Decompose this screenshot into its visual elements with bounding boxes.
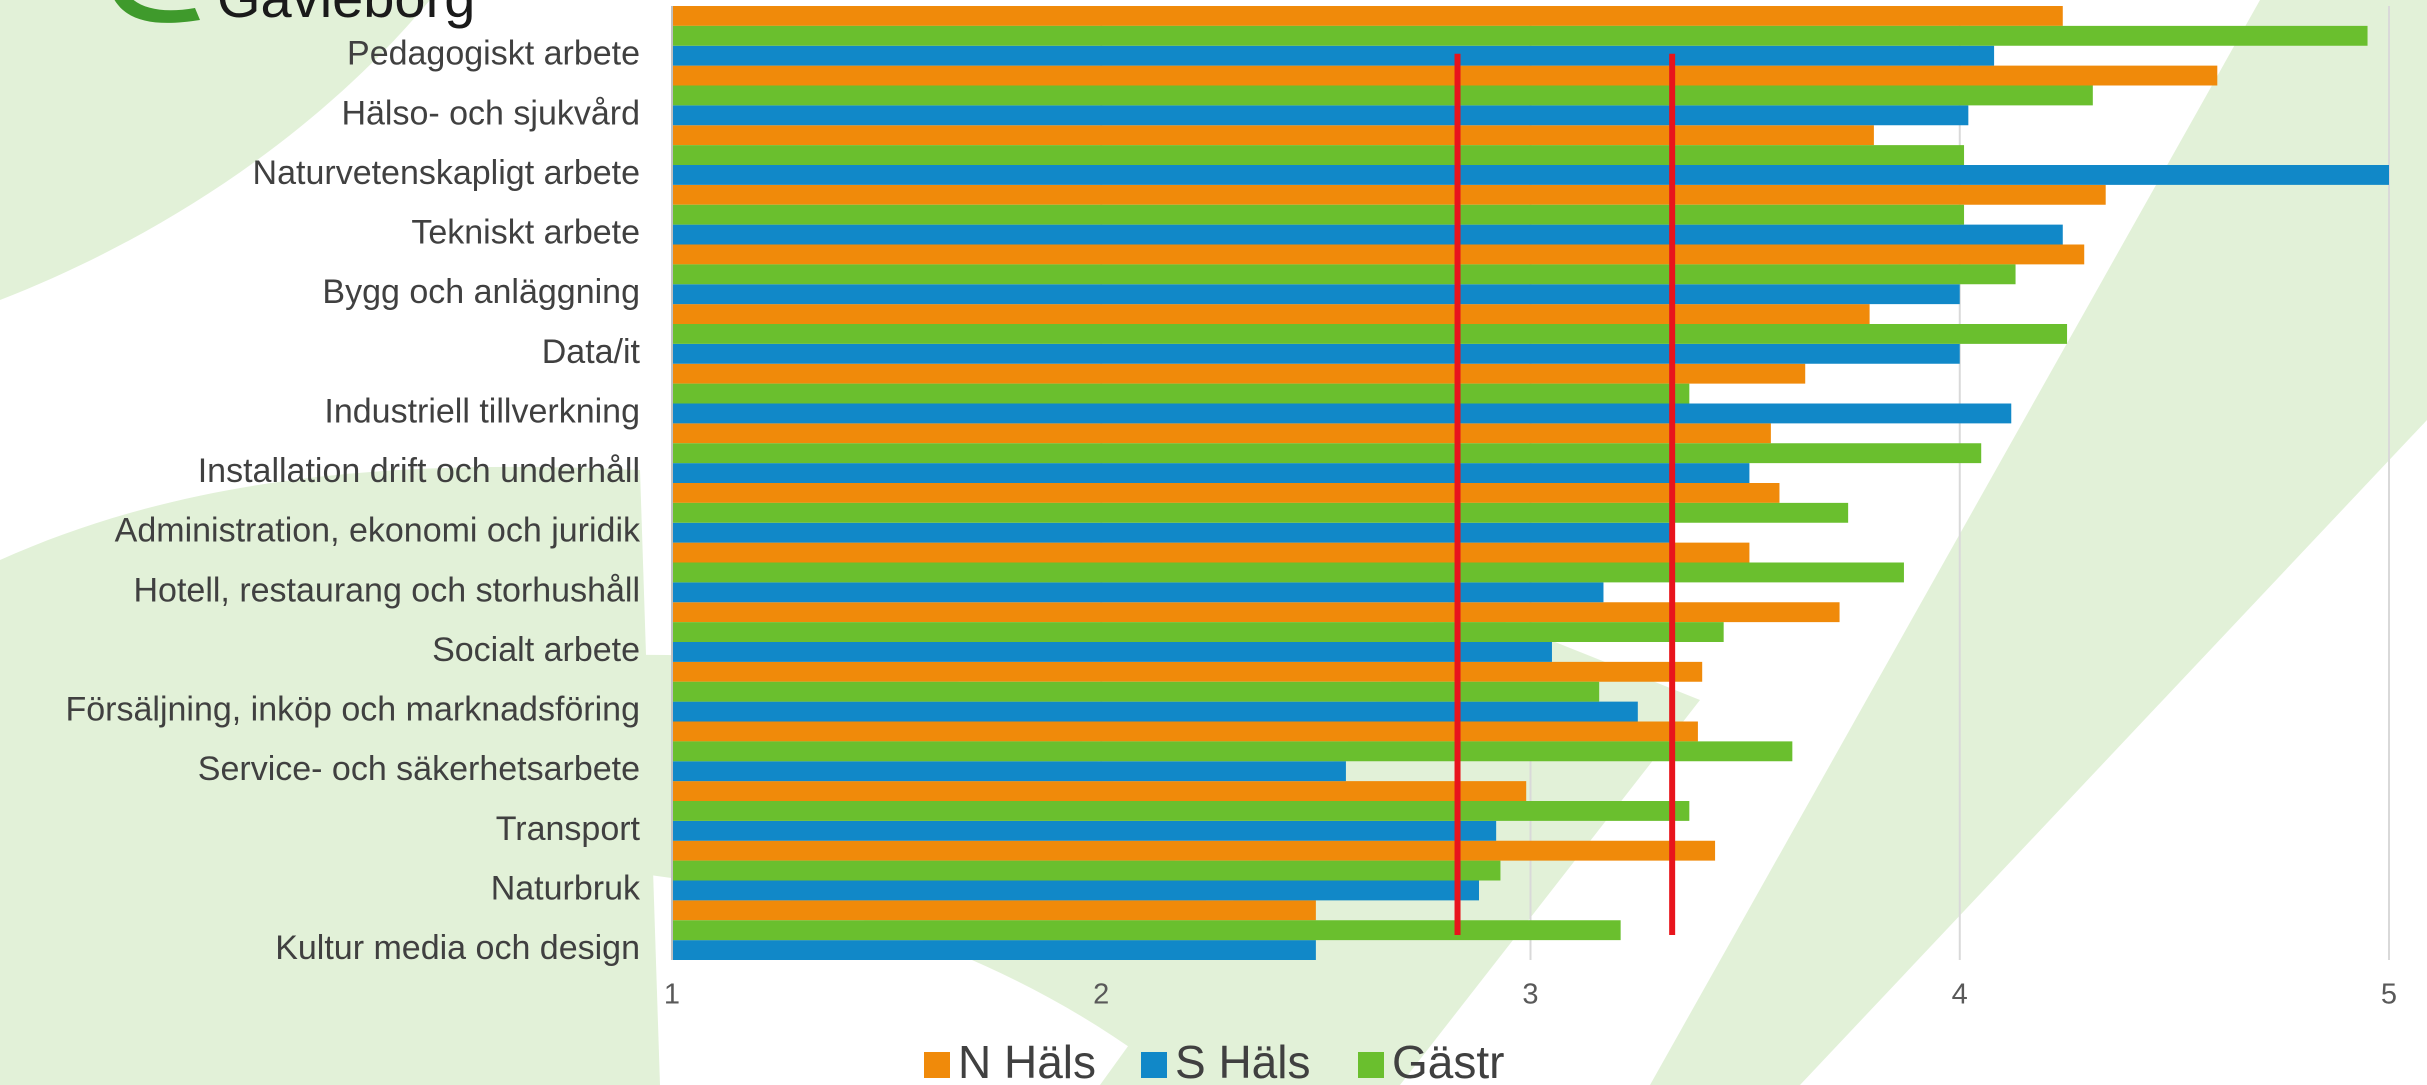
bar xyxy=(672,662,1702,682)
bar xyxy=(672,563,1904,583)
bar xyxy=(672,165,2389,185)
bar xyxy=(672,940,1316,960)
bar xyxy=(672,920,1621,940)
category-label: Naturbruk xyxy=(491,869,641,907)
legend-label: S Häls xyxy=(1175,1036,1310,1085)
bar xyxy=(672,404,2011,424)
category-label: Transport xyxy=(496,810,641,848)
category-label: Service- och säkerhetsarbete xyxy=(198,750,640,788)
bar xyxy=(672,304,1870,324)
category-label: Bygg och anläggning xyxy=(322,273,640,311)
category-label: Industriell tillverkning xyxy=(324,392,640,430)
bar xyxy=(672,284,1960,304)
category-label: Installation drift och underhåll xyxy=(198,452,640,490)
x-tick-label: 5 xyxy=(2381,979,2397,1011)
x-tick-label: 4 xyxy=(1952,979,1968,1011)
x-tick-label: 3 xyxy=(1522,979,1538,1011)
bar xyxy=(672,642,1552,662)
bar xyxy=(672,225,2063,245)
legend-label: Gästr xyxy=(1392,1036,1504,1085)
x-tick-label: 2 xyxy=(1093,979,1109,1011)
legend-label: N Häls xyxy=(958,1036,1096,1085)
bar xyxy=(672,781,1526,801)
bar xyxy=(672,66,2217,86)
category-label: Pedagogiskt arbete xyxy=(347,35,640,73)
bar xyxy=(672,125,1874,145)
bar xyxy=(672,543,1749,563)
bar xyxy=(672,26,2368,46)
bar xyxy=(672,900,1316,920)
bar xyxy=(672,105,1968,125)
bar xyxy=(672,463,1749,483)
bar xyxy=(672,801,1689,821)
bar xyxy=(672,443,1981,463)
legend-swatch xyxy=(1141,1052,1167,1078)
bar xyxy=(672,245,2084,265)
bar xyxy=(672,344,1960,364)
bar xyxy=(672,384,1689,404)
bar xyxy=(672,86,2093,106)
category-label: Hälso- och sjukvård xyxy=(341,94,640,132)
bar xyxy=(672,602,1840,622)
bar xyxy=(672,741,1792,761)
category-label: Data/it xyxy=(542,333,641,371)
bar xyxy=(672,821,1496,841)
category-label: Kultur media och design xyxy=(275,929,640,967)
bar xyxy=(672,423,1771,443)
bar xyxy=(672,205,1964,225)
bar xyxy=(672,46,1994,66)
bar xyxy=(672,761,1346,781)
category-label: Tekniskt arbete xyxy=(411,214,640,252)
bar xyxy=(672,841,1715,861)
bar xyxy=(672,364,1805,384)
category-label: Socialt arbete xyxy=(432,631,640,669)
bar xyxy=(672,523,1672,543)
chart: Gävleborg 1 2 3 4 5 Pedagogiskt arbete Hälso- … xyxy=(0,0,2427,1085)
bar xyxy=(672,145,1964,165)
x-tick-label: 1 xyxy=(664,979,680,1011)
category-label: Hotell, restaurang och storhushåll xyxy=(134,571,641,609)
bar xyxy=(672,185,2106,205)
bar xyxy=(672,622,1724,642)
legend-swatch xyxy=(1358,1052,1384,1078)
bar xyxy=(672,881,1479,901)
bar xyxy=(672,702,1638,722)
bar xyxy=(672,722,1698,742)
category-label: Naturvetenskapligt arbete xyxy=(253,154,640,192)
bar xyxy=(672,324,2067,344)
category-label: Försäljning, inköp och marknadsföring xyxy=(65,691,640,729)
bar xyxy=(672,582,1603,602)
bar xyxy=(672,6,2063,26)
legend-swatch xyxy=(924,1052,950,1078)
bar xyxy=(672,861,1500,881)
logo-text: Gävleborg xyxy=(217,0,475,29)
category-label: Administration, ekonomi och juridik xyxy=(115,512,641,550)
bar xyxy=(672,264,2016,284)
bar xyxy=(672,483,1779,503)
